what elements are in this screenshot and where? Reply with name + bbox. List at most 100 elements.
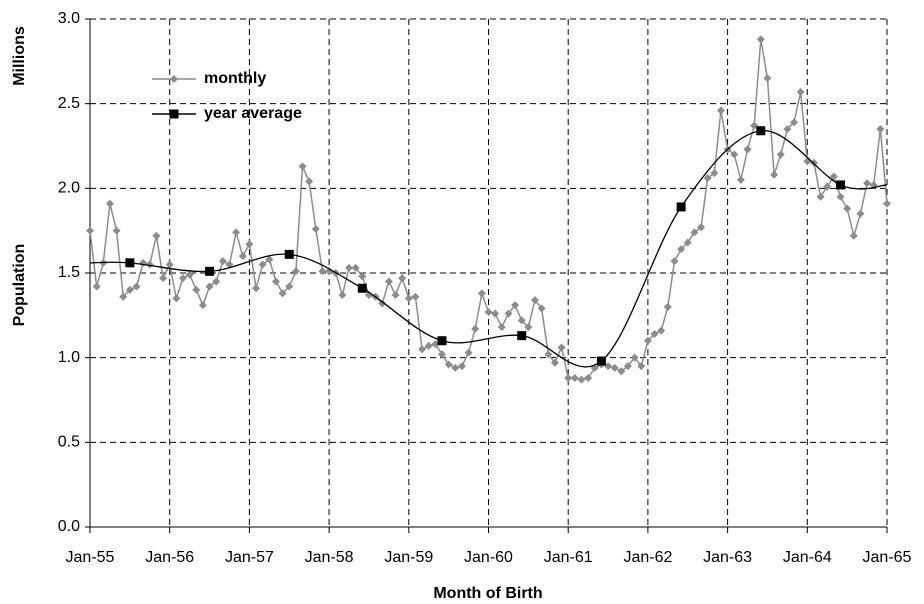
y-tick-label: 3.0 — [58, 10, 80, 27]
point-marker — [803, 157, 812, 166]
point-marker — [265, 255, 274, 264]
point-marker — [125, 285, 134, 294]
point-marker — [829, 172, 838, 181]
point-marker — [703, 174, 712, 183]
point-marker — [451, 363, 460, 372]
point-marker — [165, 260, 174, 269]
point-marker — [756, 35, 765, 44]
x-tick-label: Jan-65 — [863, 549, 912, 566]
legend-marker — [170, 75, 178, 83]
point-marker — [676, 202, 686, 212]
point-marker — [663, 302, 672, 311]
point-marker — [557, 343, 566, 352]
point-marker — [836, 192, 845, 201]
point-marker — [358, 272, 367, 281]
legend-marker — [169, 109, 179, 119]
point-marker — [796, 87, 805, 96]
point-marker — [491, 309, 500, 318]
point-marker — [351, 263, 360, 272]
point-marker — [172, 294, 181, 303]
point-marker — [139, 258, 148, 267]
point-marker — [623, 362, 632, 371]
point-marker — [763, 74, 772, 83]
point-marker — [756, 126, 766, 136]
point-marker — [596, 356, 606, 366]
x-tick-label: Jan-64 — [783, 549, 832, 566]
point-marker — [497, 323, 506, 332]
point-marker — [863, 179, 872, 188]
y-tick-label: 1.5 — [58, 264, 80, 281]
point-marker — [710, 169, 719, 178]
x-tick-label: Jan-55 — [66, 549, 115, 566]
point-marker — [690, 228, 699, 237]
point-marker — [357, 283, 367, 293]
point-marker — [438, 350, 447, 359]
point-marker — [550, 358, 559, 367]
point-marker — [570, 373, 579, 382]
point-marker — [398, 274, 407, 283]
point-marker — [643, 336, 652, 345]
point-marker — [544, 350, 553, 359]
x-tick-label: Jan-58 — [305, 549, 354, 566]
x-tick-label: Jan-62 — [623, 549, 672, 566]
point-marker — [218, 257, 227, 266]
point-marker — [464, 348, 473, 357]
point-marker — [843, 204, 852, 213]
y-unit: Millions — [11, 26, 28, 86]
point-marker — [524, 323, 533, 332]
point-marker — [92, 282, 101, 291]
point-marker — [743, 145, 752, 154]
point-marker — [424, 341, 433, 350]
point-marker — [537, 304, 546, 313]
point-marker — [770, 170, 779, 179]
y-tick-label: 0.5 — [58, 434, 80, 451]
point-marker — [730, 150, 739, 159]
legend-label: monthly — [204, 70, 266, 87]
point-marker — [318, 267, 327, 276]
point-marker — [776, 150, 785, 159]
x-tick-label: Jan-60 — [464, 549, 513, 566]
point-marker — [630, 353, 639, 362]
point-marker — [849, 231, 858, 240]
point-marker — [444, 360, 453, 369]
x-axis-title: Month of Birth — [433, 585, 542, 602]
point-marker — [511, 301, 520, 310]
point-marker — [883, 199, 891, 208]
point-marker — [285, 282, 294, 291]
y-tick-label: 0.0 — [58, 518, 80, 535]
point-marker — [404, 294, 413, 303]
x-tick-label: Jan-57 — [225, 549, 274, 566]
point-marker — [205, 282, 214, 291]
point-marker — [411, 292, 420, 301]
point-marker — [783, 125, 792, 134]
point-marker — [178, 274, 187, 283]
point-marker — [298, 162, 307, 171]
point-marker — [650, 329, 659, 338]
point-marker — [258, 260, 267, 269]
point-marker — [637, 362, 646, 371]
legend-label: year average — [204, 105, 302, 122]
y-axis-title: Population — [11, 244, 28, 327]
point-marker — [683, 238, 692, 247]
point-marker — [437, 336, 447, 346]
point-marker — [338, 291, 347, 300]
y-tick-label: 2.0 — [58, 180, 80, 197]
point-marker — [564, 373, 573, 382]
point-marker — [278, 289, 287, 298]
point-marker — [750, 121, 759, 130]
point-marker — [856, 209, 865, 218]
x-tick-label: Jan-59 — [384, 549, 433, 566]
point-marker — [198, 301, 207, 310]
point-marker — [152, 231, 161, 240]
point-marker — [345, 263, 354, 272]
point-marker — [736, 175, 745, 184]
point-marker — [305, 177, 314, 186]
point-marker — [391, 291, 400, 300]
point-marker — [418, 345, 427, 354]
point-marker — [431, 340, 440, 349]
point-marker — [145, 260, 154, 269]
point-marker — [816, 192, 825, 201]
point-marker — [604, 362, 613, 371]
point-marker — [677, 245, 686, 254]
